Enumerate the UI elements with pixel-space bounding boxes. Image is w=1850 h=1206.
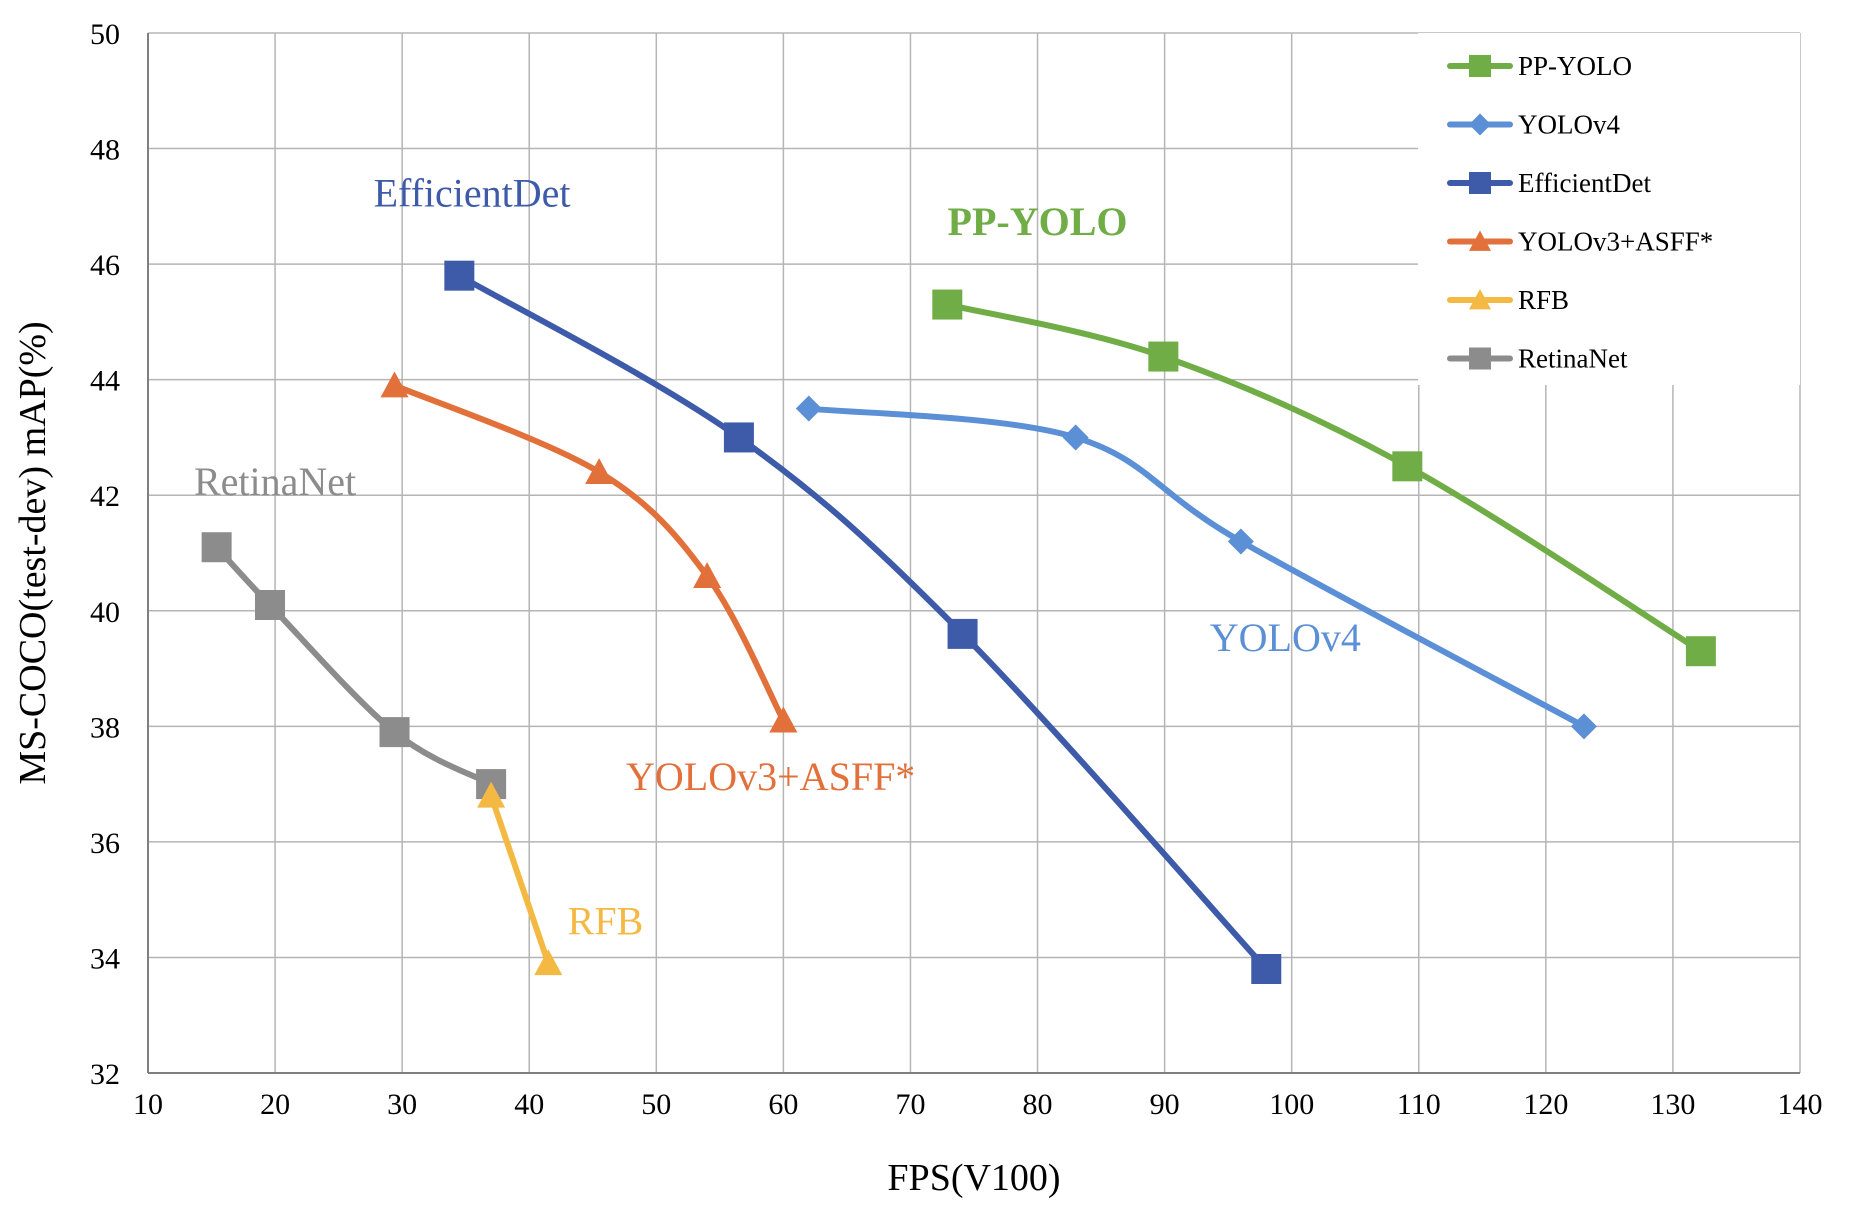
y-tick-label: 46 <box>90 249 120 282</box>
y-tick-label: 36 <box>90 827 120 860</box>
x-tick-label: 10 <box>133 1088 163 1121</box>
series-line-yolov3-asff <box>391 382 787 724</box>
x-tick-label: 80 <box>1023 1088 1053 1121</box>
series-line-retinanet <box>213 544 495 788</box>
series-line-pp-yolo <box>944 301 1704 655</box>
annotation-yolov3-asff: YOLOv3+ASFF* <box>626 754 915 799</box>
y-tick-label: 44 <box>90 365 120 398</box>
legend-label-efficientdet: EfficientDet <box>1518 168 1651 198</box>
data-point-retinanet <box>254 590 285 620</box>
y-axis-ticks: 32 34 36 38 40 42 44 46 48 50 <box>90 18 120 1091</box>
y-tick-label: 40 <box>90 596 120 629</box>
data-point-efficientdet <box>723 422 754 453</box>
series-yolov4 <box>795 395 1597 740</box>
legend-marker-rfb <box>1469 289 1491 310</box>
data-point-pp-yolo <box>1148 341 1179 372</box>
x-tick-label: 110 <box>1397 1088 1441 1121</box>
legend-marker-pp-yolo <box>1469 55 1491 77</box>
annotation-yolov4: YOLOv4 <box>1210 615 1361 660</box>
y-tick-label: 38 <box>90 711 120 744</box>
x-axis-title: FPS(V100) <box>887 1157 1060 1199</box>
data-point-efficientdet <box>947 618 978 649</box>
data-point-rfb <box>477 781 506 808</box>
x-tick-label: 130 <box>1650 1088 1695 1121</box>
data-point-yolov4 <box>795 395 822 422</box>
series-layer <box>201 260 1716 984</box>
annotation-rfb: RFB <box>568 898 644 943</box>
data-point-efficientdet <box>1251 954 1282 984</box>
x-tick-label: 90 <box>1150 1088 1180 1121</box>
legend: PP-YOLO YOLOv4 EfficientDet YOLOv3+ASFF* RFB… <box>1418 33 1800 385</box>
data-point-yolov3-asff <box>693 562 722 589</box>
legend-label-pp-yolo: PP-YOLO <box>1518 51 1632 81</box>
series-line-efficientdet <box>456 272 1270 972</box>
x-tick-label: 50 <box>641 1088 671 1121</box>
data-point-pp-yolo <box>1685 636 1716 667</box>
legend-label-retinanet: RetinaNet <box>1518 344 1628 374</box>
data-point-yolov3-asff <box>380 371 409 398</box>
data-point-retinanet <box>379 717 410 748</box>
x-tick-label: 60 <box>768 1088 798 1121</box>
y-tick-label: 34 <box>90 942 120 975</box>
annotation-efficientdet: EfficientDet <box>374 170 571 215</box>
series-line-yolov4 <box>805 405 1587 730</box>
y-axis-title: MS-COCO(test-dev) mAP(%) <box>12 321 54 784</box>
data-point-yolov4 <box>1570 713 1597 740</box>
series-pp-yolo <box>932 289 1716 667</box>
data-point-efficientdet <box>444 260 475 291</box>
data-point-pp-yolo <box>932 289 963 320</box>
legend-marker-retinanet <box>1469 347 1491 370</box>
series-rfb <box>477 781 563 976</box>
x-tick-label: 70 <box>895 1088 925 1121</box>
data-point-retinanet <box>201 532 232 563</box>
data-point-yolov4 <box>1227 528 1254 555</box>
series-efficientdet <box>444 260 1282 984</box>
data-point-yolov4 <box>1062 424 1089 451</box>
y-tick-label: 48 <box>90 134 120 167</box>
legend-label-yolov3-asff: YOLOv3+ASFF* <box>1518 227 1713 257</box>
y-tick-label: 50 <box>90 18 120 51</box>
grid <box>147 32 1801 1074</box>
data-point-yolov3-asff <box>769 706 798 733</box>
data-point-pp-yolo <box>1392 451 1423 482</box>
data-point-rfb <box>534 949 563 976</box>
data-point-yolov3-asff <box>585 458 614 485</box>
annotation-pp-yolo: PP-YOLO <box>948 199 1128 244</box>
series-retinanet <box>201 532 507 800</box>
legend-marker-efficientdet <box>1469 172 1491 194</box>
x-tick-label: 120 <box>1523 1088 1568 1121</box>
series-yolov3-asff <box>380 371 798 733</box>
x-tick-label: 40 <box>514 1088 544 1121</box>
y-tick-label: 32 <box>90 1058 120 1091</box>
legend-box <box>1418 33 1800 385</box>
legend-label-yolov4: YOLOv4 <box>1518 110 1620 140</box>
series-line-rfb <box>488 792 552 967</box>
x-tick-label: 30 <box>387 1088 417 1121</box>
x-tick-label: 20 <box>260 1088 290 1121</box>
x-axis-ticks: 10 20 30 40 50 60 70 80 90 100 110 120 130 140 <box>133 1088 1823 1121</box>
annotation-layer: EfficientDet PP-YOLO RetinaNet YOLOv4 YOLOv3… <box>194 170 1361 943</box>
legend-label-rfb: RFB <box>1518 285 1569 315</box>
legend-marker-yolov4 <box>1469 113 1491 136</box>
x-tick-label: 100 <box>1269 1088 1314 1121</box>
x-tick-label: 140 <box>1778 1088 1823 1121</box>
legend-marker-yolov3-asff <box>1469 230 1491 251</box>
annotation-retinanet: RetinaNet <box>194 459 356 504</box>
y-tick-label: 42 <box>90 480 120 513</box>
